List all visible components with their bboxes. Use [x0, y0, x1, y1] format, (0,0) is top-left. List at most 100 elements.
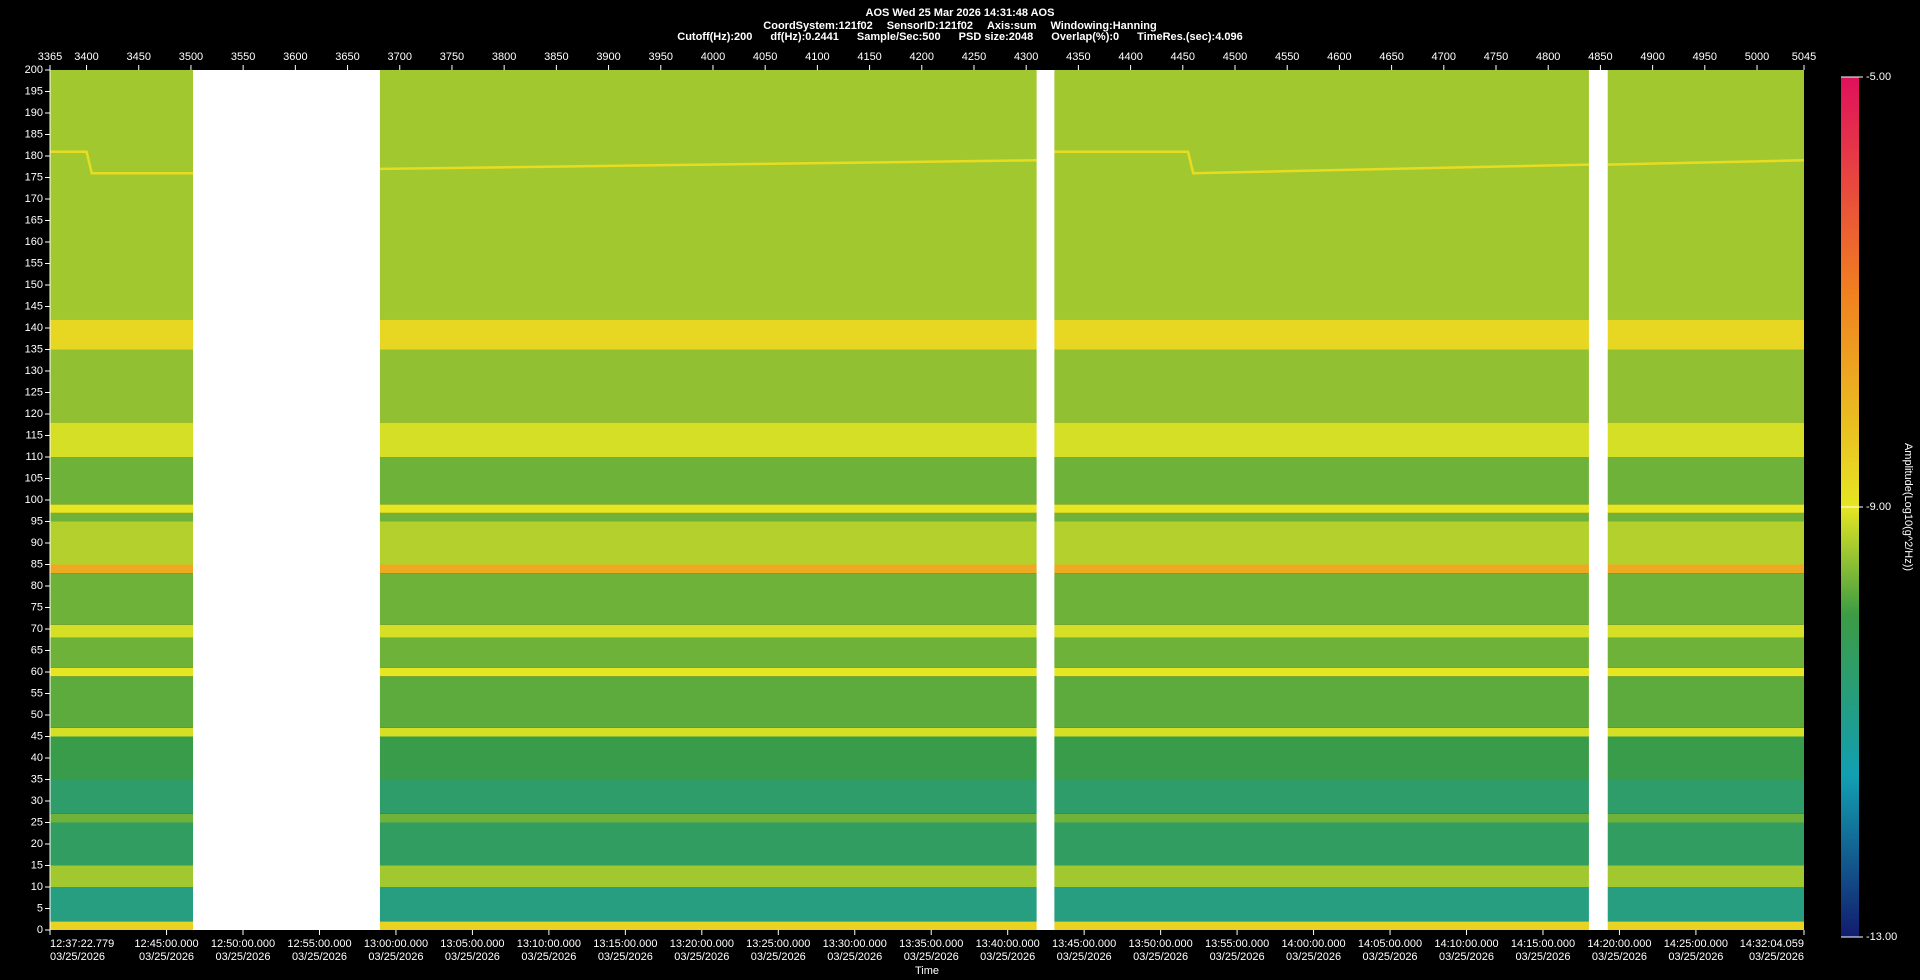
x-top-tick-label: 4400 — [1118, 51, 1142, 63]
x-top-tick-label: 3500 — [179, 51, 203, 63]
time-tick-label-time: 13:45:00.000 — [1052, 938, 1116, 950]
x-top-tick-label: 4150 — [857, 51, 881, 63]
spectral-band — [50, 921, 1804, 930]
time-tick-label-date: 03/25/2026 — [674, 951, 729, 963]
time-tick-label-time: 14:20:00.000 — [1587, 938, 1651, 950]
x-top-tick-label: 3600 — [283, 51, 307, 63]
y-tick-label: 50 — [31, 709, 43, 721]
x-top-tick-label: 5000 — [1745, 51, 1769, 63]
chart-info: Cutoff(Hz):200 df(Hz):0.2441 Sample/Sec:50… — [677, 31, 1242, 43]
time-limit-label-date: 03/25/2026 — [50, 951, 105, 963]
y-tick-label: 110 — [25, 451, 43, 463]
x-axis-label: Time — [915, 965, 939, 977]
time-tick-label-date: 03/25/2026 — [1592, 951, 1647, 963]
spectral-band — [50, 564, 1804, 574]
data-gap — [193, 70, 380, 930]
time-limit-label-time: 14:32:04.059 — [1740, 938, 1804, 950]
y-tick-label: 25 — [31, 816, 43, 828]
y-tick-label: 80 — [31, 580, 43, 592]
y-tick-label: 180 — [25, 150, 43, 162]
time-tick-label-time: 12:55:00.000 — [287, 938, 351, 950]
x-top-tick-label: 4000 — [701, 51, 725, 63]
tone-track — [1054, 150, 1589, 175]
time-tick-label-date: 03/25/2026 — [521, 951, 576, 963]
x-top-tick-label: 4650 — [1379, 51, 1403, 63]
time-tick-label-time: 12:50:00.000 — [211, 938, 275, 950]
y-tick-label: 100 — [25, 494, 43, 506]
time-tick-label-date: 03/25/2026 — [1439, 951, 1494, 963]
time-tick-label-date: 03/25/2026 — [368, 951, 423, 963]
y-tick-label: 155 — [25, 257, 43, 269]
time-tick-label-time: 13:40:00.000 — [976, 938, 1040, 950]
time-tick-label-date: 03/25/2026 — [751, 951, 806, 963]
time-tick-label-time: 14:15:00.000 — [1511, 938, 1575, 950]
tone-track — [379, 159, 1037, 171]
x-top-tick-label: 3400 — [74, 51, 98, 63]
spectral-band — [50, 624, 1804, 638]
x-top-tick-label: 3650 — [335, 51, 359, 63]
y-tick-label: 75 — [31, 601, 43, 613]
time-tick-label-time: 13:20:00.000 — [670, 938, 734, 950]
info-item: Cutoff(Hz):200 — [677, 31, 752, 43]
y-tick-label: 40 — [31, 752, 43, 764]
y-tick-label: 125 — [25, 386, 43, 398]
info-item: TimeRes.(sec):4.096 — [1137, 31, 1243, 43]
y-tick-label: 60 — [31, 666, 43, 678]
time-tick-label-time: 13:05:00.000 — [440, 938, 504, 950]
y-tick-label: 90 — [31, 537, 43, 549]
time-tick-label-time: 13:30:00.000 — [823, 938, 887, 950]
time-tick-label-date: 03/25/2026 — [1210, 951, 1265, 963]
spectral-band — [50, 512, 1804, 522]
x-top-tick-label: 4950 — [1693, 51, 1717, 63]
tone-track — [1607, 159, 1805, 166]
time-tick-label-time: 14:00:00.000 — [1281, 938, 1345, 950]
time-tick-label-date: 03/25/2026 — [1668, 951, 1723, 963]
colorbar-tick-label: -13.00 — [1866, 931, 1897, 943]
x-top-tick-label: 5045 — [1792, 51, 1816, 63]
y-tick-label: 170 — [25, 193, 43, 205]
y-tick-label: 135 — [25, 343, 43, 355]
data-gap — [1588, 70, 1608, 930]
x-top-tick-label: 4350 — [1066, 51, 1090, 63]
y-tick-label: 145 — [25, 300, 43, 312]
y-tick-label: 115 — [25, 429, 43, 441]
y-tick-label: 150 — [25, 279, 43, 291]
y-tick-label: 165 — [25, 214, 43, 226]
time-tick-label-time: 13:00:00.000 — [364, 938, 428, 950]
spectral-band — [50, 667, 1804, 677]
time-tick-label-date: 03/25/2026 — [215, 951, 270, 963]
time-tick-label-time: 12:45:00.000 — [134, 938, 198, 950]
time-tick-label-time: 13:15:00.000 — [593, 938, 657, 950]
y-tick-label: 5 — [37, 902, 43, 914]
x-top-tick-label: 4100 — [805, 51, 829, 63]
x-top-tick-label: 4750 — [1484, 51, 1508, 63]
colorbar-label: Amplitude(Log10(g^2/Hz)) — [1902, 443, 1914, 571]
y-tick-label: 30 — [31, 795, 43, 807]
colorbar-tick-label: -5.00 — [1866, 71, 1891, 83]
time-tick-label-time: 14:05:00.000 — [1358, 938, 1422, 950]
y-tick-label: 130 — [25, 365, 43, 377]
x-top-tick-label: 3700 — [388, 51, 412, 63]
spectral-band — [50, 813, 1804, 823]
x-top-tick-label: 4850 — [1588, 51, 1612, 63]
x-top-tick-label: 4900 — [1640, 51, 1664, 63]
x-top-tick-label: 4800 — [1536, 51, 1560, 63]
y-tick-label: 120 — [25, 408, 43, 420]
time-tick-label-date: 03/25/2026 — [445, 951, 500, 963]
time-limit-label-time: 12:37:22.779 — [50, 938, 114, 950]
spectral-band — [50, 727, 1804, 737]
y-tick-label: 95 — [31, 515, 43, 527]
time-tick-label-time: 13:10:00.000 — [517, 938, 581, 950]
x-top-tick-label: 4700 — [1432, 51, 1456, 63]
y-tick-label: 0 — [37, 924, 43, 936]
x-top-tick-label: 4600 — [1327, 51, 1351, 63]
time-tick-label-time: 13:55:00.000 — [1205, 938, 1269, 950]
subtitle-item: SensorID:121f02 — [887, 20, 973, 32]
y-tick-label: 200 — [25, 64, 43, 76]
tone-track — [50, 150, 194, 175]
y-tick-label: 10 — [31, 881, 43, 893]
x-top-tick-label: 3750 — [440, 51, 464, 63]
x-top-tick-label: 4450 — [1171, 51, 1195, 63]
y-tick-label: 185 — [25, 128, 43, 140]
